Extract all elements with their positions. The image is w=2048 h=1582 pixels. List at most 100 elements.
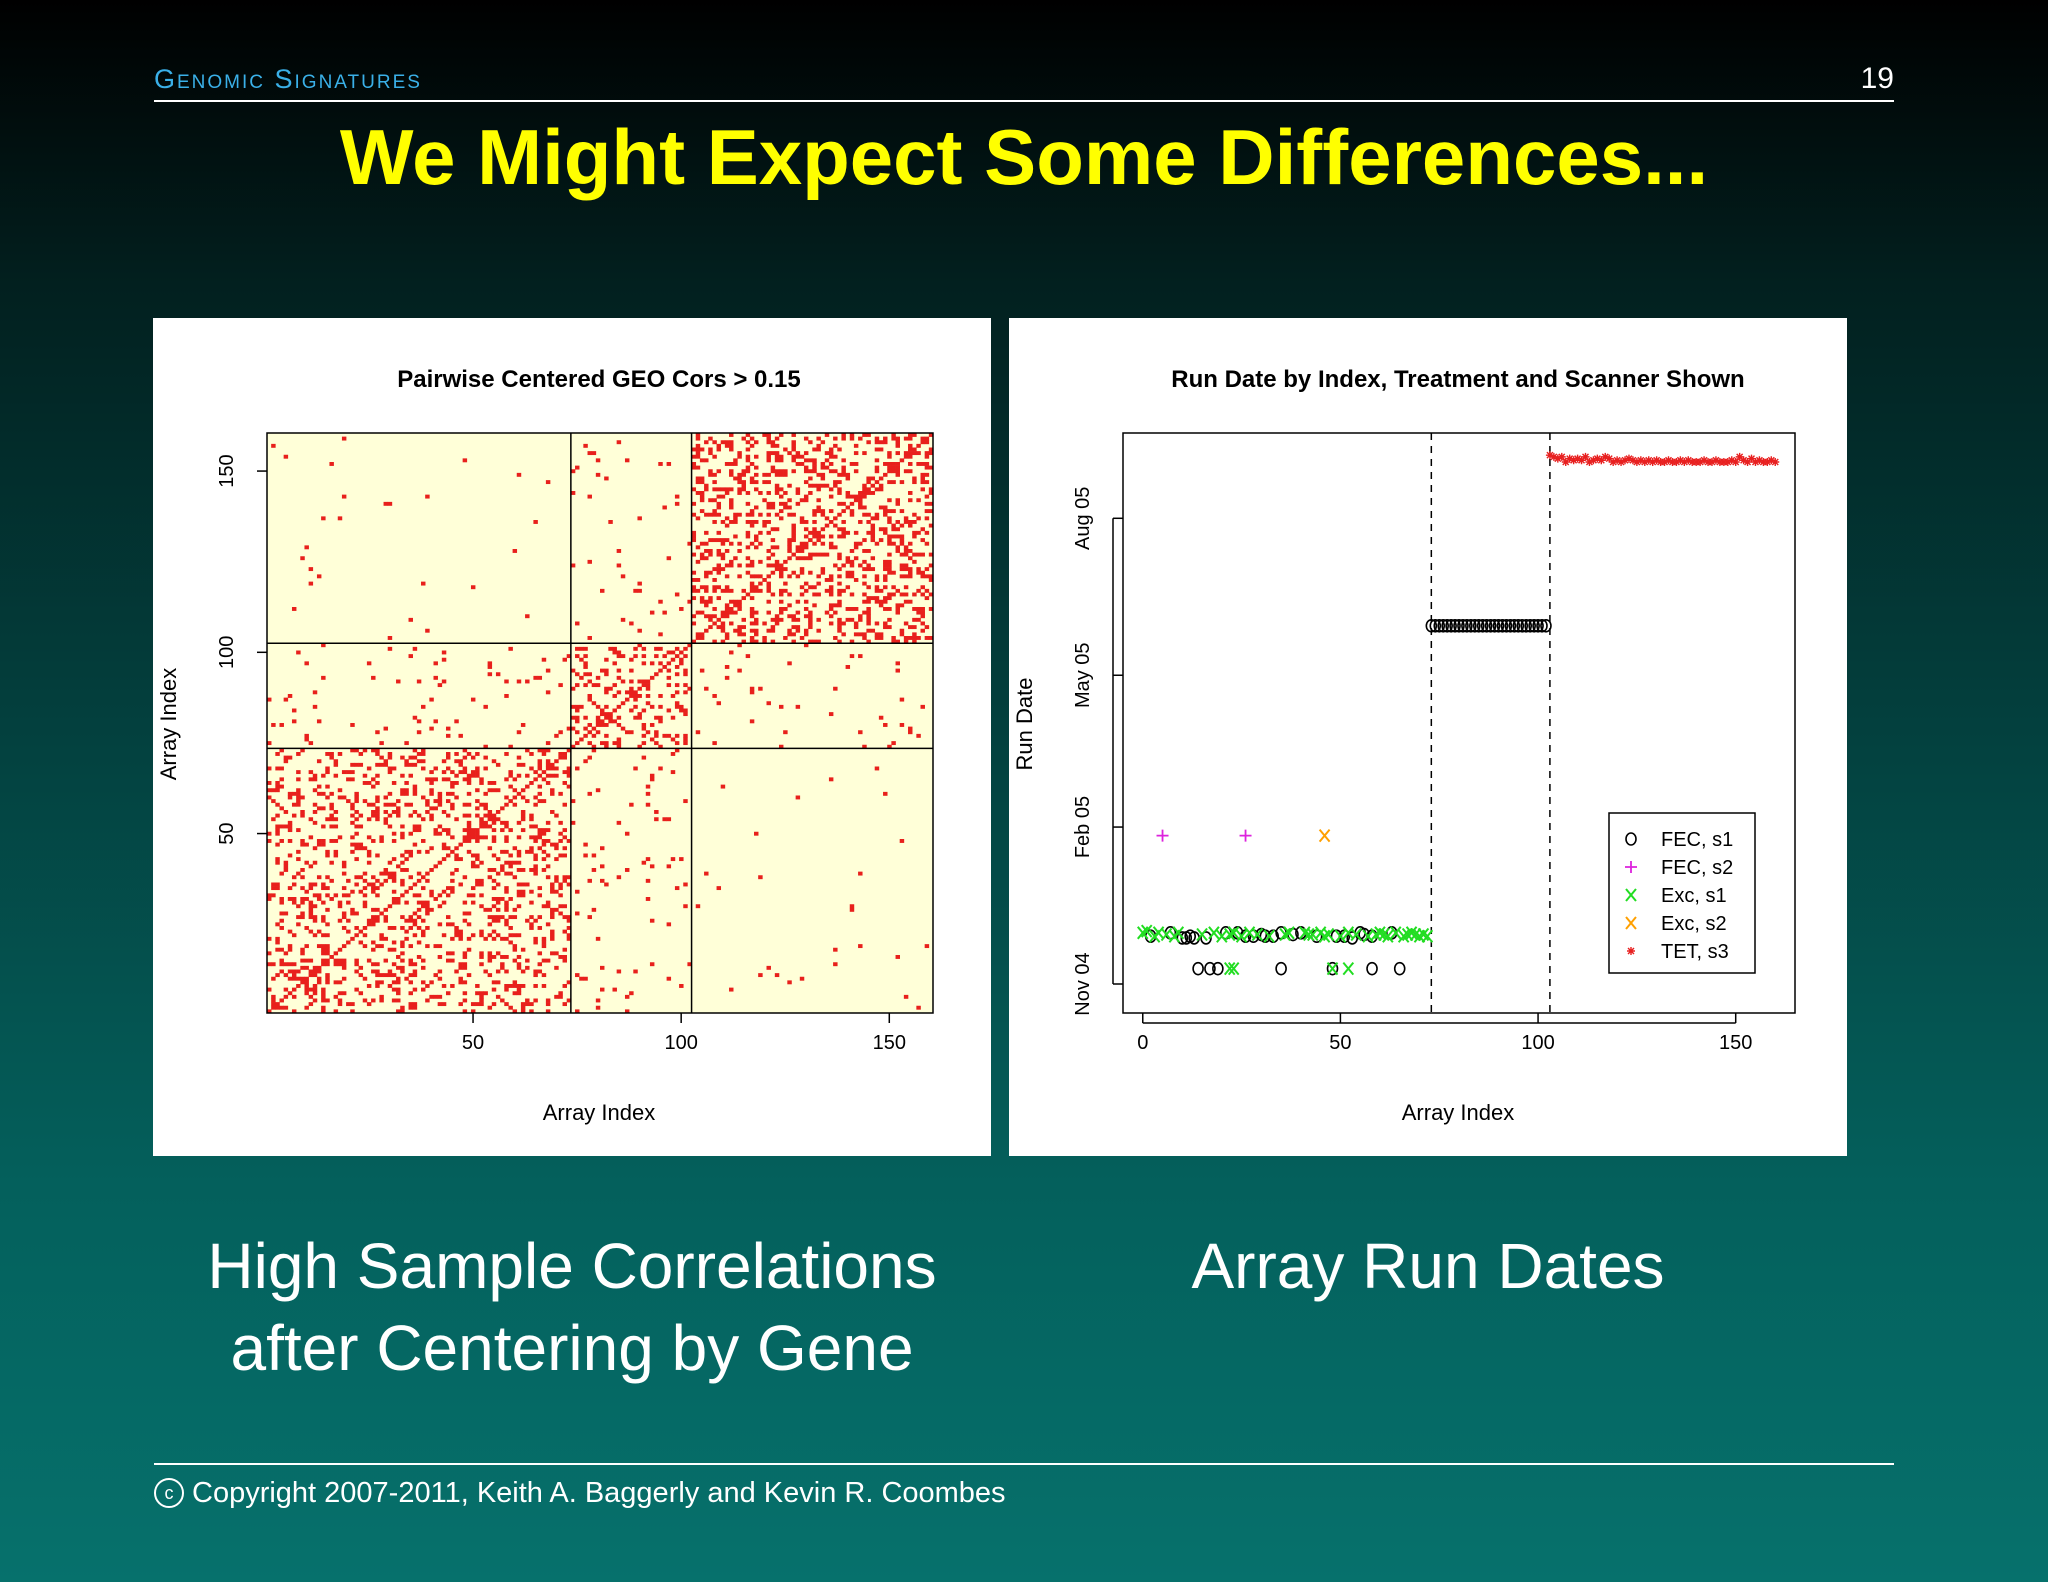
- heatmap-cell: [778, 472, 784, 477]
- heatmap-cell: [475, 752, 480, 756]
- heatmap-cell: [421, 817, 426, 822]
- scatter-x-tick-label: 150: [1719, 1032, 1752, 1054]
- heatmap-cell: [283, 697, 289, 702]
- heatmap-cell: [695, 476, 701, 481]
- heatmap-cell: [637, 516, 642, 521]
- heatmap-cell: [375, 918, 380, 923]
- heatmap-cell: [891, 527, 896, 532]
- heatmap-cell: [891, 462, 896, 466]
- heatmap-cell: [891, 570, 896, 575]
- heatmap-cell: [795, 610, 801, 615]
- heatmap-cell: [691, 578, 697, 582]
- heatmap-cell: [425, 984, 430, 988]
- scatter-point: [1593, 454, 1602, 463]
- heatmap-cell: [491, 897, 497, 901]
- heatmap-cell: [516, 849, 522, 854]
- heatmap-cell: [791, 469, 796, 474]
- heatmap-cell: [354, 824, 359, 829]
- heatmap-cell: [383, 762, 389, 767]
- heatmap-cell: [479, 820, 484, 825]
- scatter-point: [1512, 618, 1525, 633]
- heatmap-cell: [421, 759, 426, 764]
- heatmap-cell: [333, 962, 339, 967]
- section-label: Genomic Signatures: [154, 64, 422, 94]
- heatmap-cell: [287, 820, 293, 825]
- heatmap-cell: [366, 781, 372, 785]
- heatmap-cell: [908, 451, 913, 456]
- heatmap-cell: [533, 940, 538, 945]
- heatmap-cell: [883, 527, 888, 532]
- heatmap-cell: [878, 715, 884, 720]
- heatmap-cell: [537, 759, 543, 764]
- heatmap-cell: [291, 791, 297, 796]
- heatmap-cell: [267, 831, 272, 836]
- heatmap-cell: [624, 831, 630, 836]
- heatmap-cell: [649, 737, 655, 742]
- heatmap-cell: [712, 509, 717, 514]
- heatmap-cell: [379, 882, 384, 887]
- scatter-point: [1366, 961, 1378, 976]
- heatmap-cell: [287, 944, 293, 949]
- heatmap-cell: [516, 755, 522, 760]
- heatmap-cell: [533, 520, 538, 524]
- heatmap-cell: [562, 958, 567, 963]
- heatmap-cell: [408, 755, 413, 760]
- heatmap-cell: [312, 810, 318, 814]
- heatmap-cell: [724, 523, 730, 528]
- heatmap-cell: [795, 549, 801, 553]
- heatmap-cell: [749, 607, 755, 611]
- heatmap-cell: [554, 889, 559, 894]
- heatmap-cell: [645, 679, 651, 684]
- heatmap-cell: [421, 886, 426, 891]
- heatmap-cell: [616, 741, 622, 746]
- heatmap-cell: [824, 578, 830, 582]
- heatmap-cell: [824, 516, 830, 521]
- heatmap-cell: [429, 806, 434, 811]
- heatmap-cell: [724, 588, 730, 593]
- heatmap-cell: [333, 759, 339, 764]
- heatmap-cell: [570, 563, 576, 568]
- heatmap-cell: [575, 683, 580, 688]
- heatmap-cell: [720, 494, 726, 499]
- heatmap-cell: [841, 632, 846, 637]
- heatmap-cell: [791, 447, 796, 452]
- heatmap-cell: [812, 552, 817, 557]
- heatmap-cell: [799, 556, 805, 561]
- scatter-point: [1569, 456, 1578, 465]
- heatmap-cell: [379, 933, 384, 938]
- heatmap-cell: [720, 567, 726, 572]
- heatmap-cell: [516, 882, 522, 887]
- scatter-point: [1672, 458, 1681, 466]
- heatmap-cell: [529, 1009, 534, 1014]
- heatmap-cell: [366, 984, 372, 988]
- run-date-scatter: Run Date by Index, Treatment and Scanner…: [1012, 366, 1796, 1125]
- heatmap-cell: [508, 871, 513, 876]
- heatmap-cell: [441, 759, 447, 764]
- heatmap-cell: [774, 617, 780, 622]
- heatmap-cell: [275, 947, 280, 952]
- heatmap-cell: [691, 588, 697, 593]
- heatmap-cell: [562, 657, 567, 662]
- heatmap-cell: [391, 831, 397, 836]
- heatmap-cell: [895, 610, 900, 615]
- heatmap-cell: [470, 828, 476, 833]
- heatmap-cell: [383, 501, 389, 506]
- heatmap-cell: [346, 799, 351, 804]
- heatmap-cell: [421, 980, 426, 985]
- heatmap-cell: [695, 433, 701, 437]
- heatmap-cell: [321, 791, 326, 796]
- heatmap-cell: [903, 545, 909, 550]
- heatmap-cell: [533, 998, 538, 1003]
- heatmap-cell: [795, 556, 801, 561]
- heatmap-cell: [616, 668, 622, 673]
- heatmap-cell: [787, 538, 792, 543]
- heatmap-cell: [812, 509, 817, 514]
- heatmap-cell: [495, 933, 501, 938]
- heatmap-cell: [391, 802, 397, 807]
- heatmap-cell: [429, 980, 434, 985]
- heatmap-cell: [296, 915, 301, 920]
- heatmap-cell: [674, 748, 680, 753]
- heatmap-cell: [729, 559, 734, 564]
- heatmap-cell: [841, 588, 846, 593]
- heatmap-cell: [912, 447, 917, 452]
